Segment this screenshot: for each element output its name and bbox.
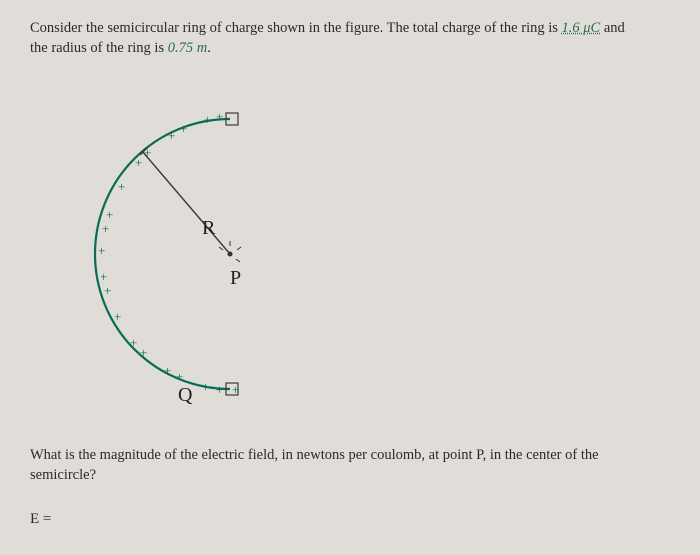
- radius-value: 0.75 m: [168, 40, 207, 56]
- svg-text:+: +: [202, 379, 209, 394]
- problem-text-part4: .: [207, 40, 211, 56]
- radius-line: [142, 151, 230, 254]
- question-line2: semicircle?: [30, 467, 96, 483]
- svg-text:+: +: [164, 363, 171, 378]
- center-point-icon: [228, 251, 233, 256]
- radius-label: R: [202, 217, 215, 240]
- svg-text:+: +: [140, 345, 147, 360]
- svg-text:+: +: [216, 382, 223, 397]
- answer-label: E =: [30, 511, 51, 527]
- semicircle-diagram: ++ ++ ++ + ++ + ++ + ++ ++ ++ +: [40, 69, 300, 419]
- svg-text:+: +: [106, 207, 113, 222]
- charge-plus-marks: ++ ++ ++ + ++ + ++ + ++ ++ ++ +: [98, 109, 239, 397]
- charge-value: 1.6 μC: [562, 20, 601, 36]
- svg-text:+: +: [176, 369, 183, 384]
- problem-statement: Consider the semicircular ring of charge…: [30, 18, 670, 59]
- svg-text:+: +: [102, 221, 109, 236]
- svg-text:+: +: [216, 109, 223, 124]
- svg-text:+: +: [104, 283, 111, 298]
- svg-text:+: +: [118, 179, 125, 194]
- charge-arc: [95, 119, 230, 389]
- problem-text-part2: and: [600, 20, 625, 36]
- svg-text:+: +: [180, 121, 187, 136]
- problem-text-part1: Consider the semicircular ring of charge…: [30, 20, 562, 36]
- center-point-label: P: [230, 267, 241, 290]
- svg-text:+: +: [98, 243, 105, 258]
- svg-text:+: +: [135, 155, 142, 170]
- figure-container: ++ ++ ++ + ++ + ++ + ++ ++ ++ + R P Q: [30, 69, 670, 439]
- svg-text:+: +: [130, 335, 137, 350]
- question-line1: What is the magnitude of the electric fi…: [30, 447, 599, 463]
- question-text: What is the magnitude of the electric fi…: [30, 445, 670, 486]
- svg-text:+: +: [100, 269, 107, 284]
- answer-prompt: E =: [30, 511, 670, 528]
- svg-text:+: +: [114, 309, 121, 324]
- svg-text:+: +: [232, 382, 239, 397]
- svg-text:+: +: [204, 112, 211, 127]
- problem-text-part3: the radius of the ring is: [30, 40, 168, 56]
- charge-label: Q: [178, 384, 192, 407]
- svg-text:+: +: [168, 128, 175, 143]
